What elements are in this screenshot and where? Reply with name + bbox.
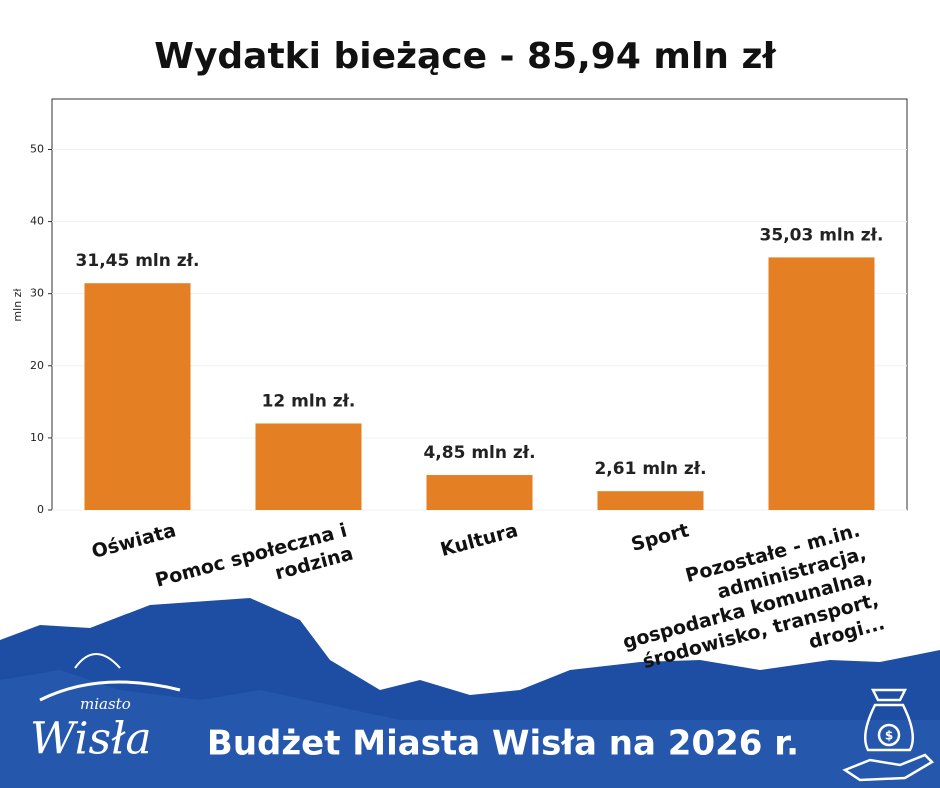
logo-big: Wisła — [30, 714, 152, 765]
chart-title: Wydatki bieżące - 85,94 mln zł — [154, 36, 777, 77]
value-label: 2,61 mln zł. — [594, 459, 706, 479]
y-axis-label: mln zł — [11, 288, 24, 322]
footer-title: Budżet Miasta Wisła na 2026 r. — [207, 724, 799, 764]
x-tick-label: Kultura — [438, 519, 520, 561]
bar — [426, 475, 533, 510]
value-label: 12 mln zł. — [262, 391, 356, 411]
y-tick-label: 20 — [30, 359, 44, 372]
y-tick-label: 10 — [30, 431, 44, 444]
y-tick-label: 40 — [30, 215, 44, 228]
bar — [255, 423, 362, 510]
x-tick-label: Oświata — [89, 519, 178, 563]
logo: miasto Wisła — [30, 653, 181, 765]
value-label: 31,45 mln zł. — [76, 251, 200, 271]
y-tick-label: 50 — [30, 142, 44, 155]
y-tick-label: 0 — [37, 503, 44, 516]
value-label: 4,85 mln zł. — [423, 443, 535, 463]
bar — [84, 283, 191, 510]
mountains-front — [0, 670, 940, 788]
svg-text:$: $ — [885, 729, 893, 743]
bar — [597, 491, 704, 510]
plot: 0 10 20 30 40 50 31,45 mln zł. 12 mln zł. 4,85 m… — [30, 142, 907, 516]
value-label: 35,03 mln zł. — [760, 225, 884, 245]
money-icon — [842, 688, 935, 782]
x-tick-label: Sport — [629, 519, 691, 555]
bar — [768, 257, 875, 510]
logo-small: miasto — [80, 695, 131, 713]
y-tick-label: 30 — [30, 287, 44, 300]
